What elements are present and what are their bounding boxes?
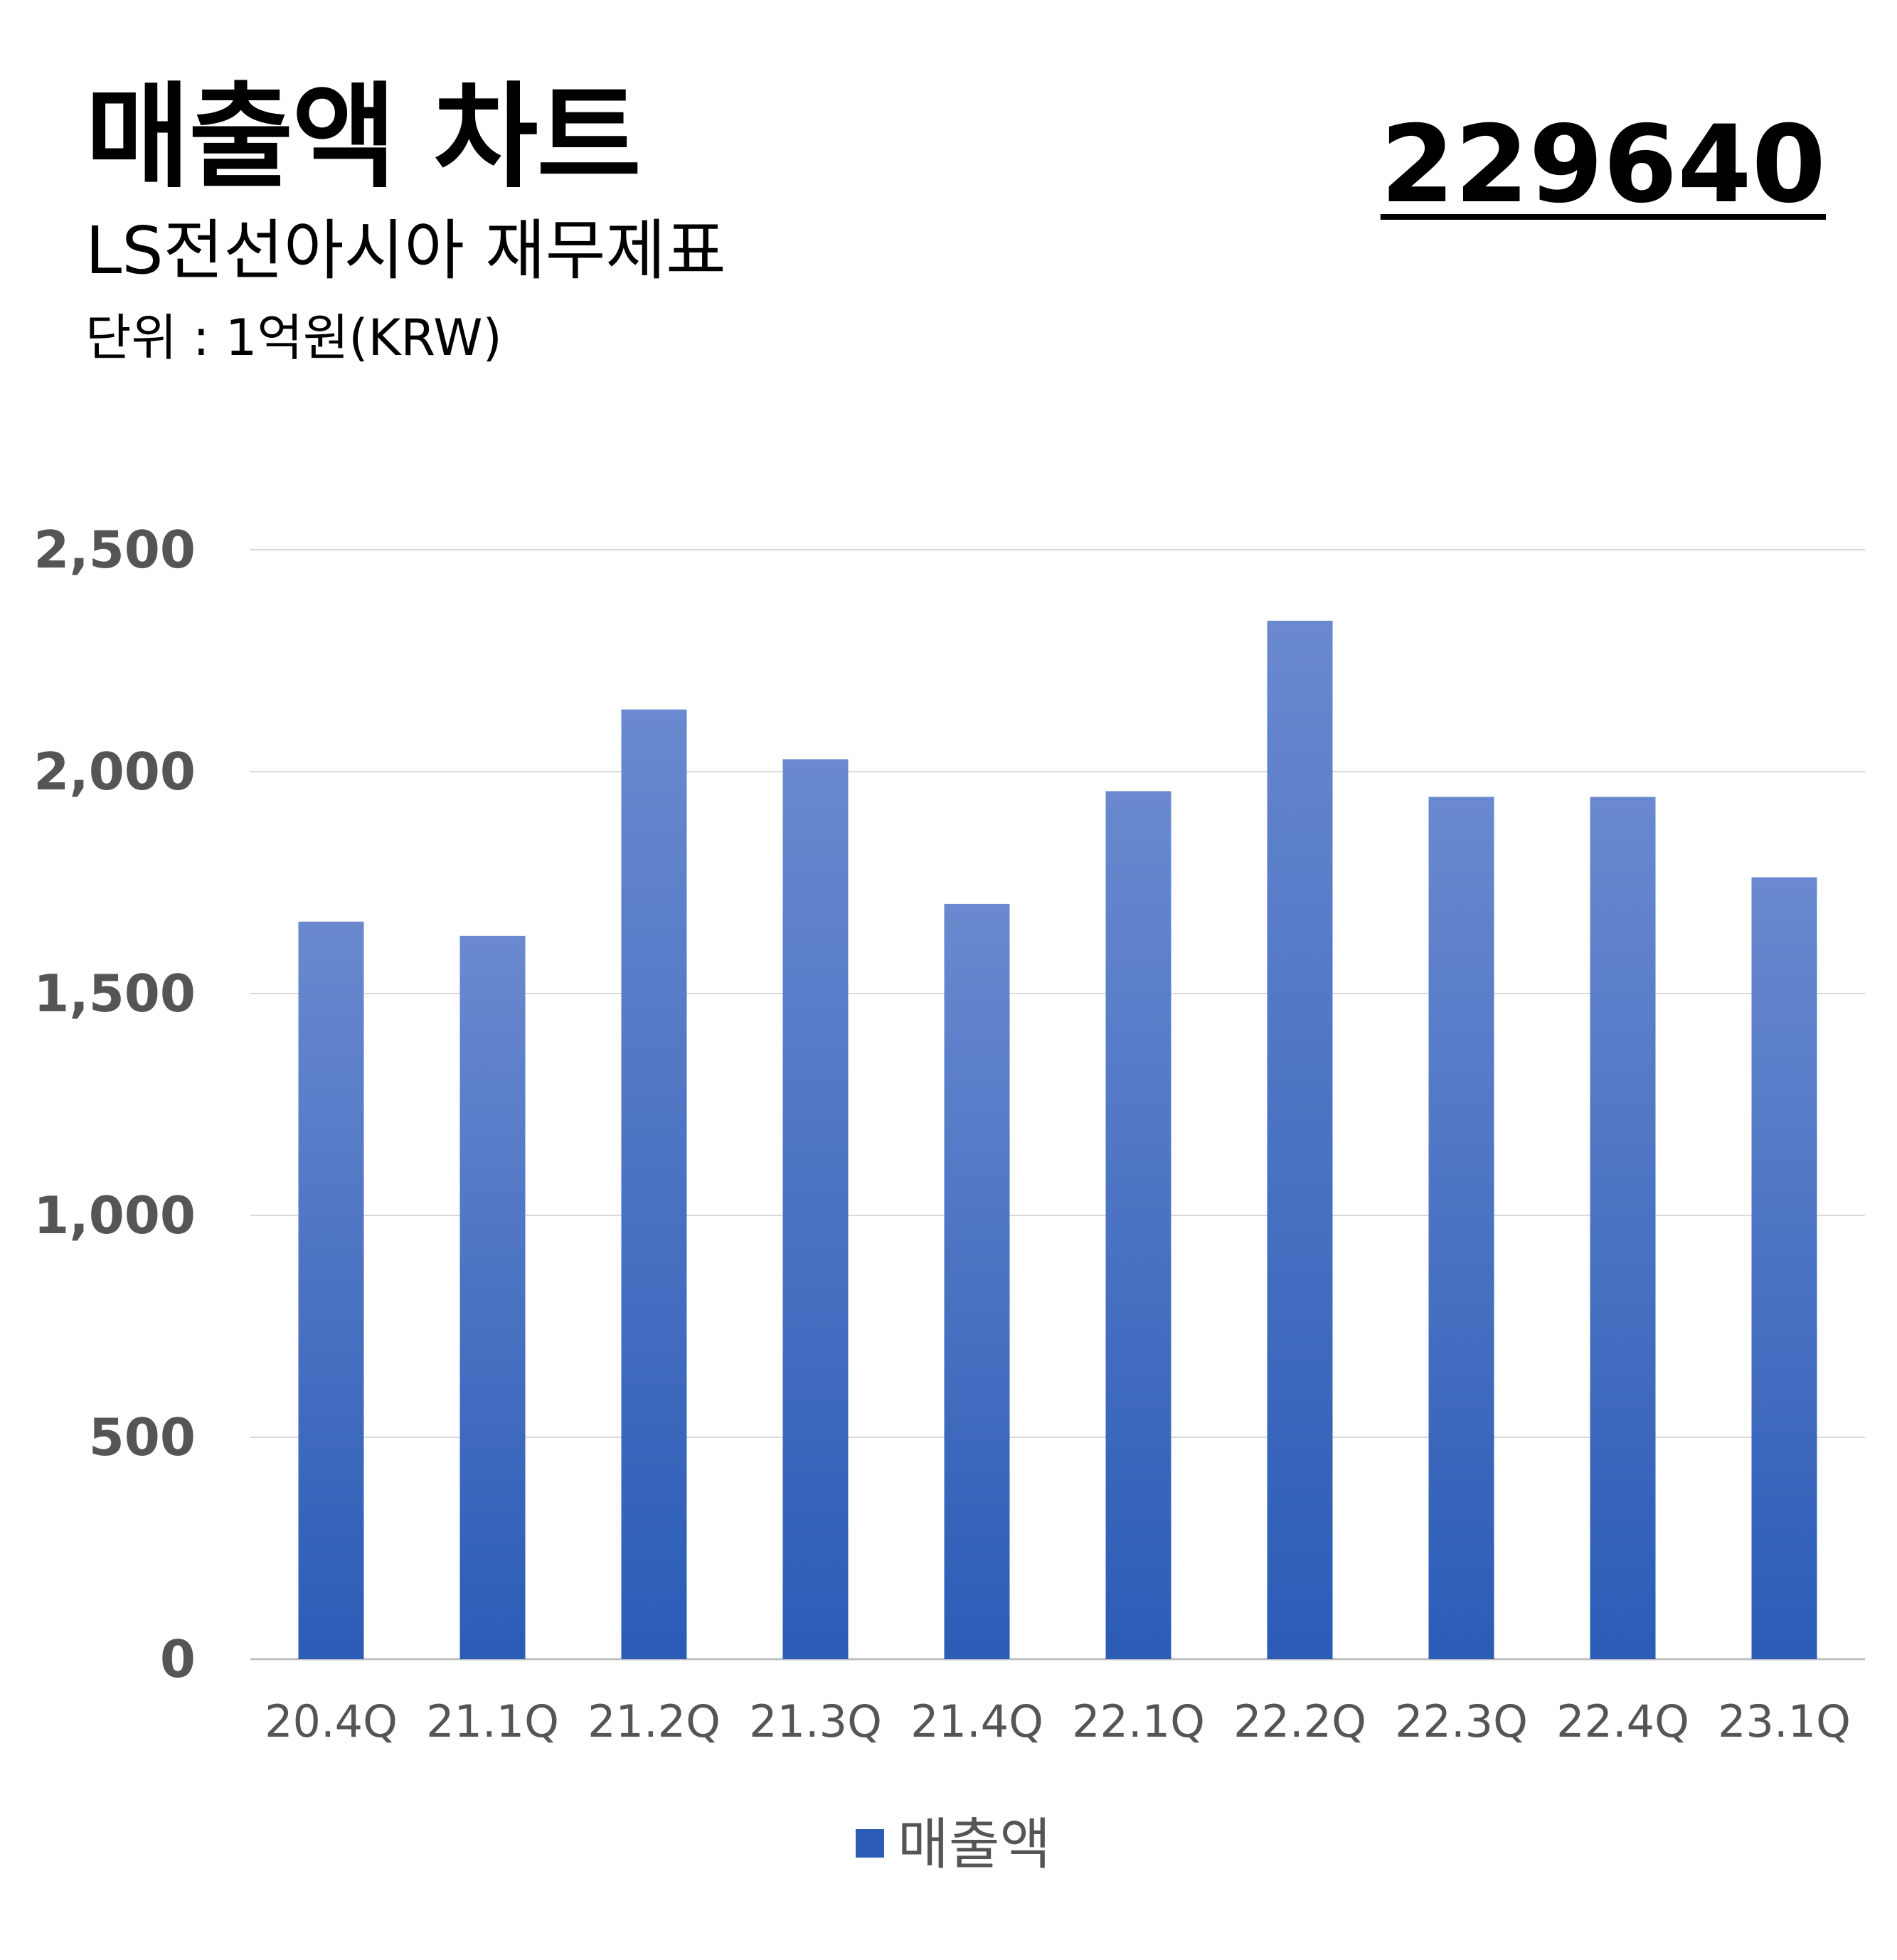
x-tick-label: 21.4Q xyxy=(910,1695,1043,1747)
bar-20.4Q xyxy=(298,921,364,1659)
y-tick-label: 0 xyxy=(160,1629,196,1689)
x-tick-label: 20.4Q xyxy=(265,1695,398,1747)
legend-label: 매출액 xyxy=(898,1813,1051,1877)
x-tick-label: 23.1Q xyxy=(1718,1695,1851,1747)
y-tick-label: 2,500 xyxy=(33,520,196,580)
chart-subtitle: LS전선아시아 재무제표 xyxy=(85,213,726,289)
x-tick-label: 21.3Q xyxy=(749,1695,882,1747)
x-tick-label: 21.1Q xyxy=(426,1695,559,1747)
bar-22.1Q xyxy=(1105,791,1171,1659)
bars xyxy=(298,620,1817,1659)
bar-23.1Q xyxy=(1751,877,1817,1659)
y-axis-ticks: 0 500 1,000 1,500 2,000 2,500 xyxy=(33,520,196,1689)
y-tick-label: 1,000 xyxy=(33,1186,196,1245)
chart-title: 매출액 차트 xyxy=(85,70,642,203)
bar-22.4Q xyxy=(1590,797,1656,1659)
stock-code: 229640 xyxy=(1380,103,1826,227)
bar-21.3Q xyxy=(782,759,849,1659)
bar-21.1Q xyxy=(459,935,526,1659)
bar-21.4Q xyxy=(944,903,1010,1659)
x-tick-label: 22.4Q xyxy=(1556,1695,1689,1747)
y-tick-label: 2,000 xyxy=(33,742,196,801)
y-tick-label: 1,500 xyxy=(33,964,196,1023)
x-tick-label: 22.1Q xyxy=(1072,1695,1205,1747)
bar-21.2Q xyxy=(621,709,687,1659)
legend-swatch xyxy=(856,1829,884,1858)
legend: 매출액 xyxy=(856,1813,1051,1877)
unit-label: 단위 : 1억원(KRW) xyxy=(85,309,502,367)
y-tick-label: 500 xyxy=(89,1407,196,1467)
x-tick-label: 22.2Q xyxy=(1233,1695,1366,1747)
x-tick-label: 21.2Q xyxy=(588,1695,721,1747)
x-axis-ticks: 20.4Q 21.1Q 21.2Q 21.3Q 21.4Q 22.1Q 22.2Q 22.3Q… xyxy=(265,1695,1851,1747)
bar-22.2Q xyxy=(1267,620,1333,1659)
bar-22.3Q xyxy=(1428,797,1494,1659)
x-tick-label: 22.3Q xyxy=(1395,1695,1528,1747)
